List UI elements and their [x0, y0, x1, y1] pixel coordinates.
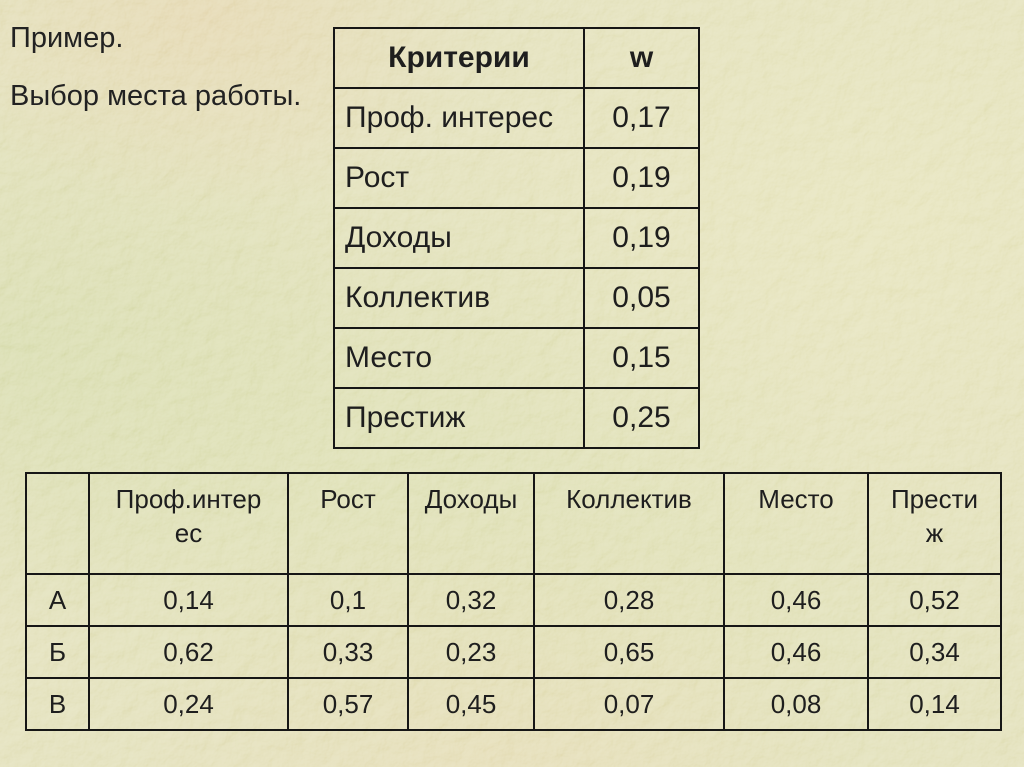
value-cell: 0,46 [723, 573, 869, 627]
table-header-row: Проф.интер ес Рост Доходы Коллектив Мест… [25, 472, 1002, 575]
column-header: Рост [287, 472, 409, 575]
corner-cell [25, 472, 90, 575]
value-cell: 0,52 [867, 573, 1002, 627]
criterion-cell: Престиж [333, 387, 585, 449]
value-cell: 0,32 [407, 573, 535, 627]
table-row: Рост 0,19 [333, 147, 700, 209]
value-cell: 0,08 [723, 677, 869, 731]
table-row: Проф. интерес 0,17 [333, 87, 700, 149]
alternatives-matrix-table: Проф.интер ес Рост Доходы Коллектив Мест… [25, 472, 1002, 731]
value-cell: 0,33 [287, 625, 409, 679]
weight-cell: 0,19 [583, 207, 700, 269]
weight-cell: 0,19 [583, 147, 700, 209]
value-cell: 0,65 [533, 625, 725, 679]
value-cell: 0,24 [88, 677, 289, 731]
value-cell: 0,46 [723, 625, 869, 679]
criteria-column-header: Критерии [333, 27, 585, 89]
table-header-row: Критерии w [333, 27, 700, 89]
row-label-cell: А [25, 573, 90, 627]
value-cell: 0,34 [867, 625, 1002, 679]
table-row: А 0,14 0,1 0,32 0,28 0,46 0,52 [25, 573, 1002, 627]
table-row: Коллектив 0,05 [333, 267, 700, 329]
column-header: Коллектив [533, 472, 725, 575]
table-row: Доходы 0,19 [333, 207, 700, 269]
weight-cell: 0,17 [583, 87, 700, 149]
criterion-cell: Коллектив [333, 267, 585, 329]
value-cell: 0,57 [287, 677, 409, 731]
criterion-cell: Место [333, 327, 585, 389]
row-label-cell: Б [25, 625, 90, 679]
title-line-2: Выбор места работы. [10, 80, 302, 112]
value-cell: 0,62 [88, 625, 289, 679]
column-header: Прести ж [867, 472, 1002, 575]
criterion-cell: Рост [333, 147, 585, 209]
weight-column-header: w [583, 27, 700, 89]
value-cell: 0,07 [533, 677, 725, 731]
table-row: Престиж 0,25 [333, 387, 700, 449]
criterion-cell: Проф. интерес [333, 87, 585, 149]
weight-cell: 0,05 [583, 267, 700, 329]
slide-title: Пример. Выбор места работы. [10, 24, 301, 111]
column-header: Проф.интер ес [88, 472, 289, 575]
weight-cell: 0,15 [583, 327, 700, 389]
row-label-cell: В [25, 677, 90, 731]
value-cell: 0,1 [287, 573, 409, 627]
value-cell: 0,45 [407, 677, 535, 731]
value-cell: 0,14 [88, 573, 289, 627]
table-row: В 0,24 0,57 0,45 0,07 0,08 0,14 [25, 677, 1002, 731]
criterion-cell: Доходы [333, 207, 585, 269]
weight-cell: 0,25 [583, 387, 700, 449]
title-line-1: Пример. [10, 22, 124, 54]
column-header: Место [723, 472, 869, 575]
column-header: Доходы [407, 472, 535, 575]
value-cell: 0,23 [407, 625, 535, 679]
criteria-weights-table: Критерии w Проф. интерес 0,17 Рост 0,19 … [333, 27, 700, 449]
value-cell: 0,28 [533, 573, 725, 627]
value-cell: 0,14 [867, 677, 1002, 731]
table-row: Б 0,62 0,33 0,23 0,65 0,46 0,34 [25, 625, 1002, 679]
table-row: Место 0,15 [333, 327, 700, 389]
